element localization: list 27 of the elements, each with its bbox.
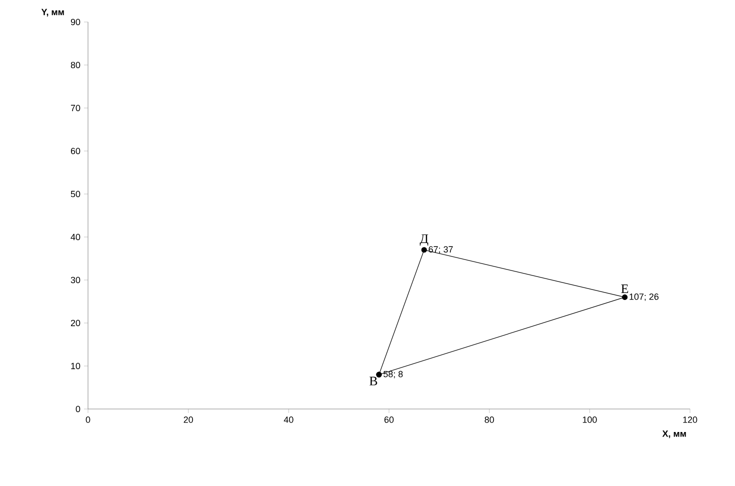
x-tick-label: 0 bbox=[86, 416, 90, 423]
annotation: Е bbox=[621, 284, 628, 293]
x-axis-title: X, мм bbox=[662, 430, 686, 438]
point bbox=[421, 247, 427, 253]
data-label: 58; 8 bbox=[384, 370, 403, 378]
y-tick-label: 50 bbox=[70, 190, 80, 198]
y-tick-label: 80 bbox=[70, 62, 80, 68]
y-tick-label: 60 bbox=[70, 148, 80, 154]
y-tick-label: 70 bbox=[70, 104, 80, 112]
y-tick-label: 20 bbox=[70, 320, 80, 326]
x-tick-label: 40 bbox=[284, 416, 294, 423]
y-tick-label: 10 bbox=[71, 362, 80, 370]
data-label: 67; 37 bbox=[428, 246, 453, 254]
y-tick-label: 40 bbox=[70, 234, 80, 240]
y-axis-title: Y, мм bbox=[41, 8, 64, 16]
y-tick-label: 0 bbox=[76, 406, 80, 412]
x-tick-label: 20 bbox=[184, 416, 193, 423]
y-tick-label: 90 bbox=[70, 18, 80, 26]
x-tick-label: 80 bbox=[484, 416, 494, 423]
x-tick-label: 120 bbox=[683, 416, 698, 423]
annotation: Д bbox=[420, 234, 428, 246]
x-tick-label: 100 bbox=[582, 416, 597, 423]
y-tick-label: 30 bbox=[70, 276, 80, 284]
x-tick-label: 60 bbox=[384, 416, 394, 423]
annotation: В bbox=[370, 376, 378, 386]
point bbox=[622, 294, 628, 300]
data-label: 107; 26 bbox=[630, 293, 658, 301]
